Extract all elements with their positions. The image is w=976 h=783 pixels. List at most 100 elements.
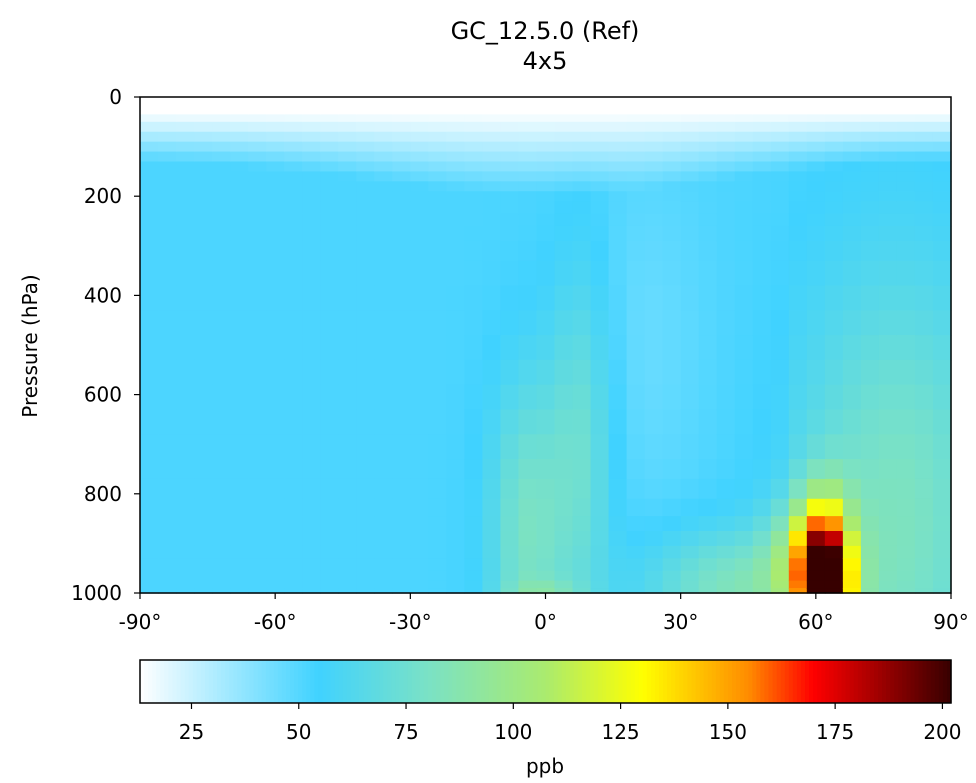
heatmap-cell [212, 498, 231, 517]
heatmap-cell [500, 191, 520, 202]
heatmap-cell [248, 225, 267, 242]
heatmap-cell [770, 161, 790, 172]
heatmap-cell [554, 310, 574, 336]
heatmap-cell [644, 213, 664, 227]
colorbar-segment [290, 660, 295, 703]
heatmap-cell [320, 106, 339, 115]
heatmap-cell [860, 131, 880, 143]
heatmap-cell [716, 213, 736, 227]
heatmap-cell [428, 478, 447, 500]
colorbar-segment [740, 660, 745, 703]
heatmap-cell [932, 225, 952, 242]
heatmap-cell [446, 580, 465, 589]
heatmap-cell [410, 240, 429, 262]
heatmap-cell [824, 114, 844, 123]
heatmap-cell [320, 335, 339, 361]
heatmap-cell [392, 335, 411, 361]
heatmap-cell [464, 558, 484, 572]
heatmap-cell [698, 260, 718, 287]
heatmap-cell [374, 201, 393, 215]
heatmap-cell [752, 101, 772, 108]
colorbar-segment [719, 660, 725, 703]
heatmap-cell [824, 359, 844, 386]
heatmap-cell [428, 516, 447, 532]
heatmap-cell [356, 181, 375, 192]
heatmap-cell [374, 191, 393, 202]
heatmap-cell [518, 191, 538, 202]
heatmap-cell [518, 310, 538, 336]
heatmap-cell [392, 558, 411, 572]
heatmap-cell [896, 151, 916, 163]
heatmap-cell [356, 260, 375, 287]
heatmap-cell [410, 310, 429, 336]
colorbar-segment [898, 660, 903, 703]
heatmap-cell [608, 498, 628, 517]
heatmap-cell [932, 570, 952, 582]
heatmap-cell [194, 151, 213, 163]
colorbar-segment [302, 660, 307, 703]
heatmap-cell [302, 558, 321, 572]
heatmap-cell [194, 359, 213, 386]
heatmap-cell [338, 588, 357, 594]
heatmap-cell [482, 516, 502, 532]
colorbar-segment [358, 660, 364, 703]
heatmap-cell [140, 478, 159, 500]
heatmap-cell [914, 161, 934, 172]
heatmap-cell [158, 359, 177, 386]
heatmap-cell [752, 310, 772, 336]
heatmap-cell [356, 335, 375, 361]
colorbar-segment [545, 660, 551, 703]
heatmap-cell [644, 516, 664, 532]
heatmap-cell [932, 201, 952, 215]
heatmap-cell [194, 181, 213, 192]
colorbar-segment [176, 660, 182, 703]
heatmap-cell [302, 409, 321, 435]
heatmap-cell [230, 516, 249, 532]
heatmap-cell [176, 384, 195, 411]
heatmap-cell [590, 101, 610, 108]
heatmap-cell [770, 310, 790, 336]
heatmap-cell [158, 498, 177, 517]
heatmap-cell [446, 310, 465, 336]
heatmap-cell [644, 97, 664, 103]
heatmap-cell [158, 285, 177, 311]
heatmap-cell [644, 121, 664, 133]
heatmap-cell [518, 478, 538, 500]
colorbar-segment [630, 660, 636, 703]
heatmap-cell [194, 101, 213, 108]
heatmap-cell [536, 201, 556, 215]
heatmap-cell [536, 213, 556, 227]
heatmap-cell [734, 580, 754, 589]
heatmap-cell [230, 151, 249, 163]
heatmap-cell [608, 121, 628, 133]
heatmap-cell [824, 131, 844, 143]
heatmap-cell [554, 97, 574, 103]
heatmap-cell [266, 141, 285, 153]
heatmap-cell [860, 201, 880, 215]
heatmap-cell [590, 459, 610, 480]
heatmap-cell [716, 121, 736, 133]
heatmap-cell [518, 240, 538, 262]
colorbar-segment [265, 660, 271, 703]
heatmap-cell [932, 121, 952, 133]
heatmap-cell [680, 545, 700, 559]
heatmap-cell [518, 516, 538, 532]
colorbar-segment [654, 660, 660, 703]
heatmap-cell [392, 121, 411, 133]
heatmap-cell [914, 409, 934, 435]
heatmap-cell [842, 225, 862, 242]
heatmap-cell [770, 498, 790, 517]
heatmap-cell [212, 409, 231, 435]
colorbar-segment [873, 660, 879, 703]
heatmap-cell [320, 121, 339, 133]
heatmap-cell [644, 201, 664, 215]
heatmap-cell [572, 310, 592, 336]
heatmap-cell [590, 121, 610, 133]
heatmap-cell [428, 161, 447, 172]
heatmap-cell [464, 498, 484, 517]
heatmap-cell [338, 409, 357, 435]
colorbar-segment [679, 660, 684, 703]
heatmap-cell [860, 213, 880, 227]
heatmap-cell [860, 121, 880, 133]
heatmap-cell [212, 285, 231, 311]
